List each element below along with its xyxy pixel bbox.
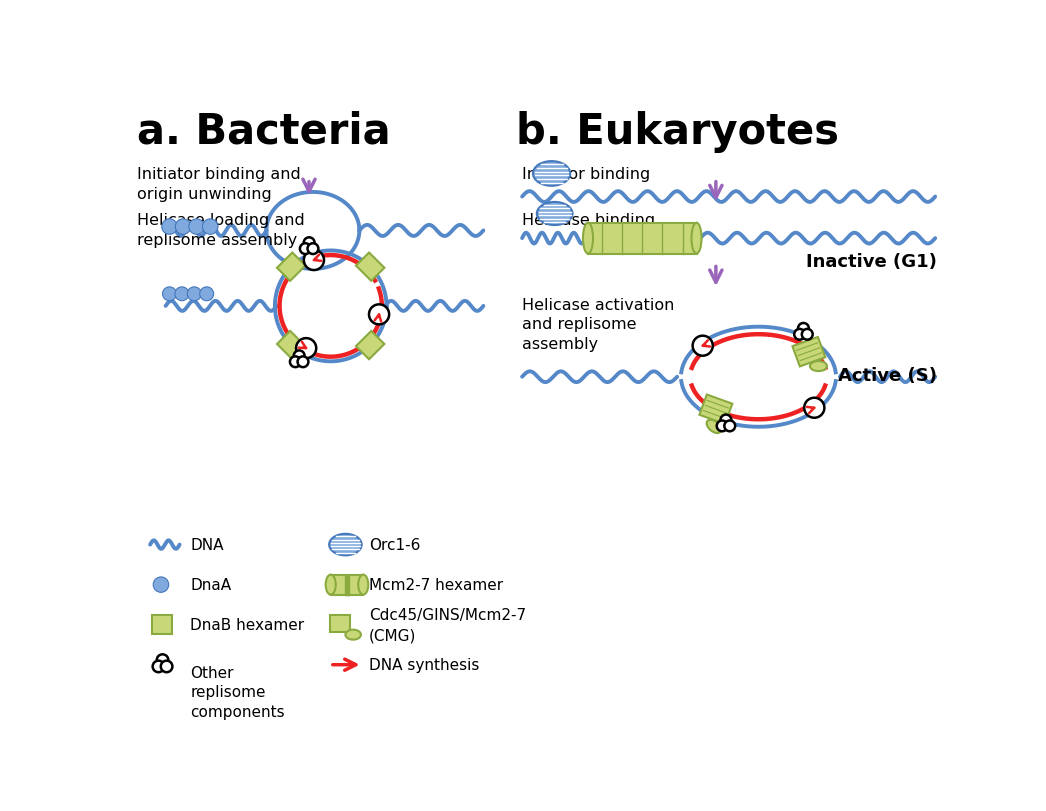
Bar	[588, 224, 697, 254]
Bar	[793, 337, 825, 367]
Circle shape	[153, 577, 168, 593]
Ellipse shape	[810, 362, 827, 371]
Text: DnaB hexamer: DnaB hexamer	[190, 617, 304, 633]
Text: Helicase loading and
replisome assembly: Helicase loading and replisome assembly	[137, 212, 304, 247]
Circle shape	[369, 305, 389, 325]
Circle shape	[176, 220, 190, 235]
Ellipse shape	[583, 224, 593, 254]
Circle shape	[175, 288, 189, 302]
Ellipse shape	[533, 162, 570, 187]
Text: Inactive (G1): Inactive (G1)	[805, 253, 937, 271]
Circle shape	[692, 337, 712, 356]
Circle shape	[300, 244, 311, 255]
Ellipse shape	[345, 630, 361, 640]
Circle shape	[303, 251, 324, 271]
Text: a. Bacteria: a. Bacteria	[137, 110, 390, 152]
Text: Active (S): Active (S)	[838, 367, 937, 384]
Ellipse shape	[325, 575, 336, 595]
Bar	[700, 395, 732, 424]
Text: b. Eukaryotes: b. Eukaryotes	[516, 110, 839, 152]
Text: Other
replisome
components: Other replisome components	[190, 665, 286, 719]
Text: Helicase activation
and replisome
assembly: Helicase activation and replisome assemb…	[522, 298, 675, 352]
Circle shape	[157, 654, 168, 666]
Circle shape	[303, 238, 315, 249]
Text: DNA: DNA	[190, 538, 224, 552]
Bar	[356, 332, 384, 360]
Text: Mcm2-7 hexamer: Mcm2-7 hexamer	[368, 577, 503, 592]
Circle shape	[724, 421, 735, 431]
Circle shape	[153, 661, 164, 672]
Bar	[277, 332, 305, 360]
Circle shape	[308, 244, 318, 255]
Text: Orc1-6: Orc1-6	[368, 538, 420, 552]
Ellipse shape	[537, 203, 572, 225]
Bar	[277, 253, 305, 281]
Circle shape	[162, 288, 177, 302]
Bar	[331, 575, 363, 595]
Circle shape	[187, 288, 201, 302]
Circle shape	[297, 357, 309, 367]
Circle shape	[794, 329, 805, 341]
Bar	[356, 253, 384, 281]
Ellipse shape	[358, 575, 368, 595]
Ellipse shape	[329, 534, 362, 556]
Circle shape	[717, 421, 728, 431]
Circle shape	[294, 351, 304, 362]
Circle shape	[203, 220, 218, 235]
Text: DnaA: DnaA	[190, 577, 231, 592]
Circle shape	[802, 329, 813, 341]
Circle shape	[162, 220, 177, 235]
Text: Initiator binding and
origin unwinding: Initiator binding and origin unwinding	[137, 166, 300, 201]
Circle shape	[189, 220, 204, 235]
Bar	[329, 616, 350, 633]
Circle shape	[721, 415, 731, 426]
Circle shape	[798, 324, 809, 334]
Text: Initiator binding: Initiator binding	[522, 166, 651, 182]
Circle shape	[290, 357, 301, 367]
Text: Helicase binding: Helicase binding	[522, 212, 655, 228]
Ellipse shape	[691, 224, 702, 254]
Circle shape	[804, 398, 824, 418]
Circle shape	[296, 339, 316, 358]
Bar	[152, 616, 172, 634]
Ellipse shape	[707, 420, 721, 434]
Circle shape	[161, 661, 173, 672]
Text: Cdc45/GINS/Mcm2-7
(CMG): Cdc45/GINS/Mcm2-7 (CMG)	[368, 607, 526, 642]
Text: DNA synthesis: DNA synthesis	[368, 658, 479, 672]
Circle shape	[200, 288, 213, 302]
